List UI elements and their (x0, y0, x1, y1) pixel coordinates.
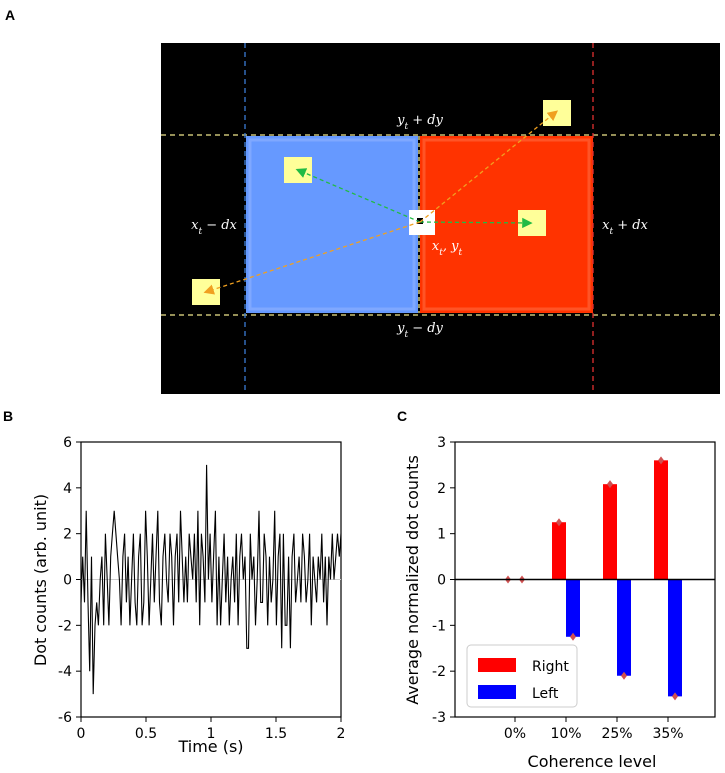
panel-c-ytick-label: -3 (432, 710, 446, 726)
panel-c-ytick-label: 2 (437, 481, 446, 497)
reference-dot-center (417, 218, 423, 224)
panel-c-letter: C (397, 408, 407, 424)
error-marker-right (658, 456, 664, 465)
panel-c-ytick-label: 3 (437, 435, 446, 451)
bar-left (668, 579, 682, 697)
panel-b-xtick-label: 2 (337, 726, 346, 742)
error-marker-right (556, 518, 562, 527)
panel-b-xlabel: Time (s) (177, 737, 243, 756)
panel-a-letter: A (5, 7, 15, 23)
error-marker-right (607, 480, 613, 489)
bar-left (566, 579, 580, 637)
legend-swatch-left (478, 685, 516, 699)
panel-c-ylabel: Average normalized dot counts (403, 455, 422, 705)
label-x-plus-dx: xt + dx (602, 218, 648, 237)
panel-b-ytick-label: 4 (63, 481, 72, 497)
panel-c-xtick-label: 25% (601, 726, 632, 742)
panel-c-xtick-label: 35% (652, 726, 683, 742)
dot-top-right (543, 100, 571, 126)
panel-c-ytick-label: 1 (437, 527, 446, 543)
panel-c-xlabel: Coherence level (528, 752, 657, 771)
legend-label-right: Right (532, 659, 569, 675)
panel-c-ytick-label: 0 (437, 573, 446, 589)
arrow-to-upper-left (295, 168, 421, 223)
panel-b-ytick-label: 6 (63, 435, 72, 451)
panel-b-ytick-label: 2 (63, 527, 72, 543)
arrow-to-right (419, 217, 533, 229)
dot-right (518, 210, 546, 236)
error-marker-left (621, 671, 627, 680)
bar-right (603, 484, 617, 580)
left-region (246, 136, 418, 313)
label-y-plus-dy: yt + dy (396, 113, 443, 132)
bar-right (552, 522, 566, 580)
error-marker-left (570, 632, 576, 641)
bar-right (654, 460, 668, 580)
panel-a: yt + dy yt − dy xt − dx xt + dx xt, yt (161, 43, 720, 394)
legend-swatch-right (478, 658, 516, 672)
panel-b-xtick-label: 1 (207, 726, 216, 742)
arrow-to-lower-left (203, 221, 421, 295)
panel-b-xtick-label: 0 (77, 726, 86, 742)
panel-c-chart: Average normalized dot counts Coherence … (403, 435, 716, 771)
legend-label-left: Left (532, 686, 559, 702)
panel-c-ytick-label: -2 (432, 664, 446, 680)
panel-c-xtick-label: 0% (504, 726, 526, 742)
panel-b-series-line (80, 464, 342, 695)
panel-c-xtick-label: 10% (550, 726, 581, 742)
panel-b-xtick-label: 0.5 (135, 726, 157, 742)
label-y-minus-dy: yt − dy (396, 321, 443, 340)
panel-b-ytick-label: 0 (63, 573, 72, 589)
panel-b-xtick-label: 1.5 (265, 726, 287, 742)
panel-b-ytick-label: -4 (58, 664, 72, 680)
panel-b-letter: B (3, 408, 13, 424)
panel-b-chart: Dot counts (arb. unit) Time (s) R L 00.5… (31, 435, 345, 756)
panel-c-ytick-label: -1 (432, 618, 446, 634)
panel-b-ylabel: Dot counts (arb. unit) (31, 494, 50, 666)
panel-b-ytick-label: -2 (58, 618, 72, 634)
label-x-minus-dx: xt − dx (191, 218, 237, 237)
error-marker-left (672, 692, 678, 701)
panel-b-ytick-label: -6 (58, 710, 72, 726)
bar-left (617, 579, 631, 676)
right-region (420, 136, 593, 313)
arrow-to-top-right (419, 110, 559, 223)
